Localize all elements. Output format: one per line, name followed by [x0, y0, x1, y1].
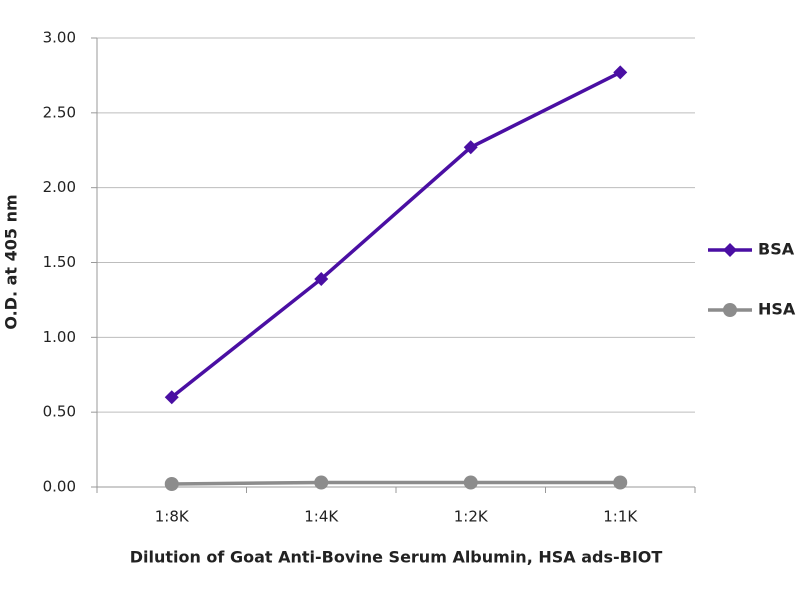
- y-axis-label: O.D. at 405 nm: [2, 194, 21, 329]
- data-point: [463, 140, 478, 155]
- x-tick-label: 1:8K: [155, 508, 190, 526]
- y-tick-label: 2.50: [43, 103, 76, 121]
- series-line: [170, 70, 622, 399]
- legend-marker: [723, 303, 737, 317]
- y-tick-label: 1.00: [43, 328, 76, 346]
- data-point: [314, 271, 329, 286]
- y-tick-label: 3.00: [43, 29, 76, 47]
- x-tick-label: 1:4K: [304, 508, 339, 526]
- data-point: [314, 475, 329, 490]
- legend-label: BSA: [758, 240, 795, 259]
- x-tick-label: 1:1K: [603, 508, 638, 526]
- y-tick-label: 0.00: [43, 478, 76, 496]
- data-point: [613, 475, 628, 490]
- y-tick-label: 2.00: [43, 178, 76, 196]
- y-tick-label: 0.50: [43, 403, 76, 421]
- data-point: [463, 475, 478, 490]
- data-point: [613, 65, 628, 80]
- data-point: [164, 477, 179, 492]
- legend-label: HSA: [758, 300, 796, 319]
- data-point: [164, 390, 179, 405]
- x-axis-label: Dilution of Goat Anti-Bovine Serum Album…: [130, 548, 663, 567]
- series-line: [171, 480, 621, 486]
- x-tick-label: 1:2K: [454, 508, 489, 526]
- y-tick-label: 1.50: [43, 253, 76, 271]
- legend-marker: [723, 243, 737, 257]
